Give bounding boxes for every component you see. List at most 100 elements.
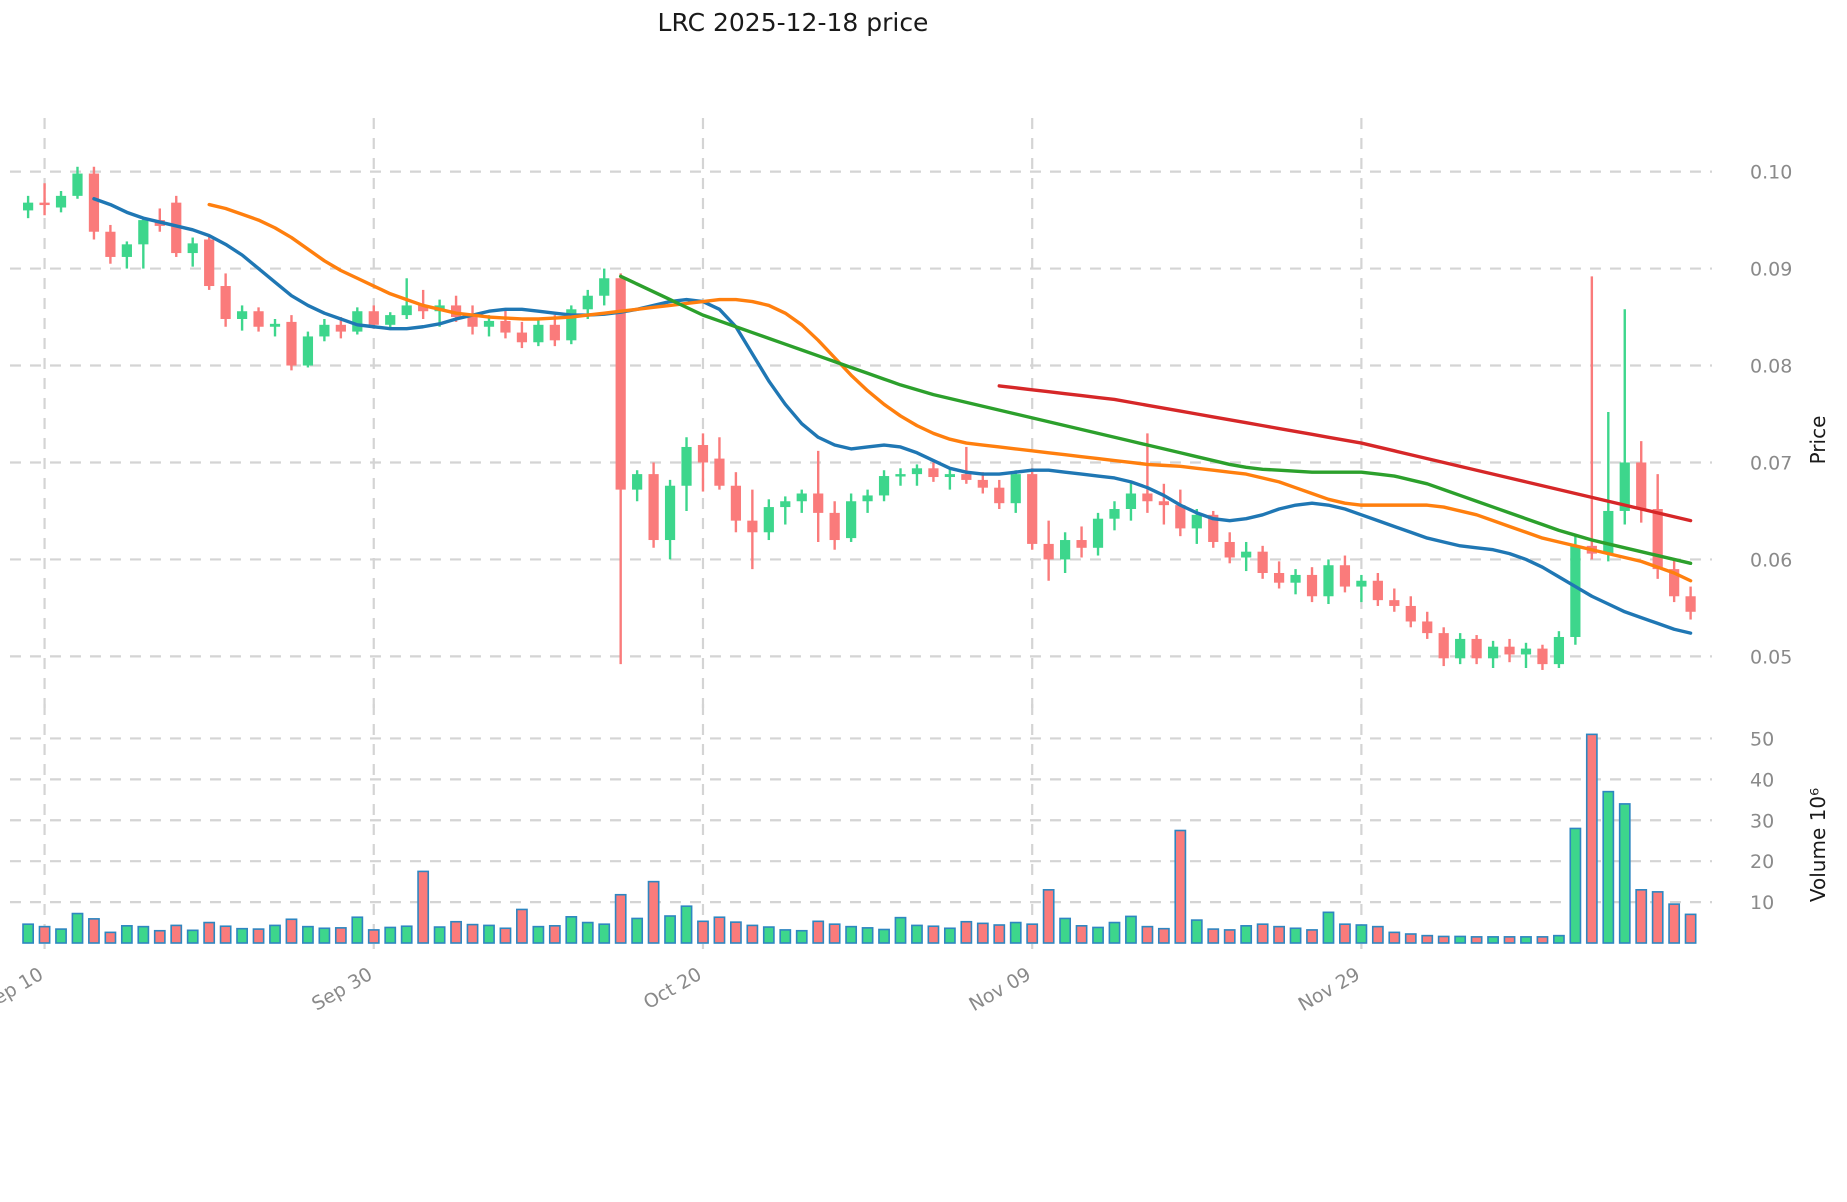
volume-bar (285, 918, 298, 944)
candle-body (533, 324, 544, 343)
candle-body (566, 309, 577, 341)
volume-bar (252, 928, 265, 944)
candle-body (171, 202, 182, 254)
candle-body (88, 173, 100, 232)
volume-bar (598, 923, 611, 944)
candle-body (1076, 540, 1087, 548)
candle-body (302, 336, 314, 366)
candle-body (648, 474, 659, 541)
volume-bar (1256, 923, 1269, 944)
volume-bar (1125, 915, 1137, 944)
volume-bar (22, 923, 35, 944)
volume-bar (1207, 928, 1220, 944)
volume-bar (1075, 925, 1088, 944)
candle-body (1027, 474, 1038, 544)
volume-bar (713, 916, 726, 944)
candle-body (138, 220, 149, 245)
candle-body (1504, 646, 1515, 655)
candle-body (1339, 565, 1351, 587)
candle-body (23, 202, 34, 211)
candle-body (1537, 648, 1548, 665)
candle-body (467, 317, 478, 327)
candle-body (994, 487, 1005, 504)
volume-bars-group (22, 733, 1697, 944)
volume-bar (532, 925, 545, 944)
candle-body (1356, 580, 1367, 587)
volume-bar (1157, 927, 1170, 944)
volume-bar (729, 921, 742, 944)
volume-bar (104, 931, 117, 944)
candle-body (1422, 621, 1433, 634)
volume-bar (548, 925, 561, 944)
candle-body (796, 493, 807, 502)
candle-body (204, 239, 215, 287)
candle-body (549, 324, 560, 341)
volume-bar (1454, 935, 1467, 944)
volume-bar (911, 924, 923, 944)
volume-tick-label: 10 (1750, 892, 1774, 914)
candle-body (450, 305, 462, 318)
volume-bar (1042, 889, 1055, 944)
volume-bar (664, 915, 676, 944)
volume-bar (943, 927, 956, 944)
candle-body (1241, 551, 1252, 558)
candle-body (632, 474, 643, 490)
volume-bar (1174, 829, 1187, 944)
volume-bar (318, 927, 331, 944)
candle-body (961, 474, 972, 480)
candle-body (664, 485, 676, 541)
volume-bar (1421, 934, 1434, 944)
volume-bar (499, 927, 512, 944)
price-gridlines (10, 170, 1712, 658)
candle-body (1290, 574, 1301, 583)
volume-bar (631, 917, 644, 944)
volume-gridlines (10, 737, 1712, 904)
volume-bar (1651, 891, 1664, 944)
volume-bar (186, 929, 199, 944)
candle-body (1669, 569, 1680, 597)
candle-body (286, 321, 297, 366)
candle-body (401, 305, 412, 316)
volume-bar (927, 925, 940, 944)
volume-bar (1190, 919, 1203, 944)
volume-bar (878, 928, 890, 944)
volume-bar (647, 880, 660, 944)
candle-body (236, 311, 248, 319)
volume-bar (1602, 790, 1615, 944)
volume-bar (894, 916, 907, 944)
candle-body (1405, 605, 1416, 622)
candle-body (862, 495, 873, 502)
candle-body (1158, 501, 1169, 506)
candle-body (1323, 565, 1334, 597)
volume-bar (1668, 903, 1681, 944)
ma-line-ma_green (618, 274, 1693, 565)
candle-body (1487, 646, 1499, 659)
volume-bar (1026, 923, 1039, 944)
candle-body (39, 202, 50, 206)
volume-bar (384, 926, 397, 944)
candle-body (1142, 493, 1153, 502)
volume-bar (581, 921, 594, 944)
x-gridlines (43, 118, 1363, 949)
price-tick-label: 0.07 (1750, 452, 1792, 474)
candle-body (352, 311, 363, 332)
volume-bar (1536, 936, 1549, 944)
volume-bar (976, 922, 989, 944)
volume-tick-label: 20 (1750, 851, 1774, 873)
volume-bar (417, 870, 430, 944)
candle-body (335, 324, 346, 332)
candle-body (829, 512, 840, 541)
volume-bar (779, 929, 792, 944)
price-tick-label: 0.09 (1750, 259, 1792, 281)
volume-bar (1618, 803, 1631, 944)
candle-body (1257, 551, 1268, 573)
volume-bar (400, 925, 413, 944)
ma-line-ma_red (997, 384, 1693, 523)
volume-bar (1371, 925, 1384, 944)
volume-bar (1092, 926, 1104, 944)
candle-body (105, 231, 116, 257)
candle-body (500, 320, 511, 333)
candle-body (269, 323, 281, 327)
volume-bar (828, 923, 841, 944)
volume-tick-label: 40 (1750, 769, 1774, 791)
